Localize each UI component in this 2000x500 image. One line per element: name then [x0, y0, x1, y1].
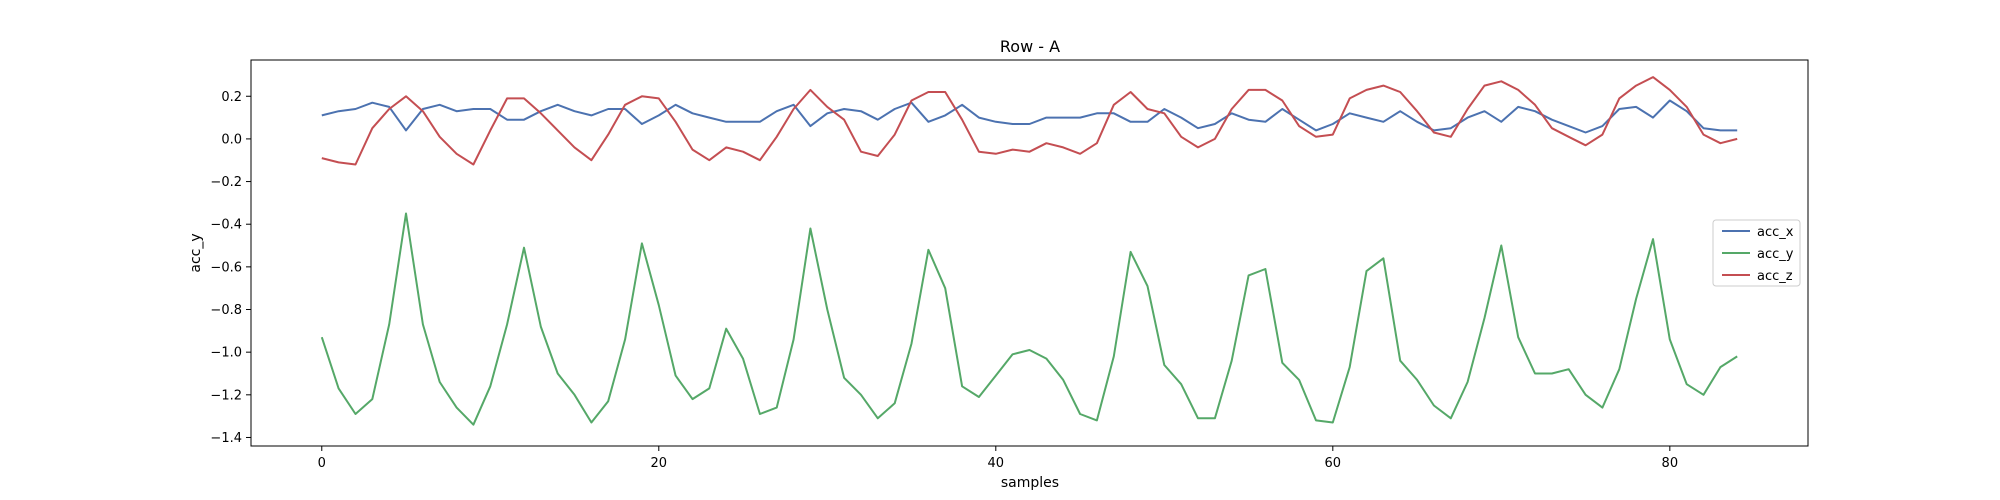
y-tick-label: −0.6: [210, 260, 242, 275]
y-tick-label: 0.0: [221, 132, 242, 147]
legend-label-acc_y: acc_y: [1757, 247, 1794, 262]
y-tick-label: −0.4: [210, 218, 242, 233]
x-axis-label: samples: [1001, 475, 1059, 491]
legend-box: [1712, 219, 1801, 287]
plot-frame: [250, 59, 1809, 447]
y-axis-label: acc_y: [188, 233, 204, 272]
legend-label-acc_z: acc_z: [1757, 269, 1793, 284]
y-tick-label: −1.4: [210, 431, 242, 446]
x-tick-label: 40: [988, 456, 1005, 471]
x-axis: 0 20 40 60 80: [318, 446, 1678, 471]
series-line-acc_x: [321, 99, 1738, 134]
x-tick-label: 20: [651, 456, 668, 471]
series-line-acc_y: [320, 212, 1738, 426]
legend-label-acc_x: acc_x: [1757, 225, 1794, 240]
y-tick-label: −0.2: [210, 175, 242, 190]
legend: acc_x acc_y acc_z: [1712, 219, 1801, 287]
x-tick-label: 60: [1325, 456, 1342, 471]
series-line-acc_z: [321, 76, 1738, 166]
y-axis: 0.2 0.0 −0.2 −0.4 −0.6 −0.8 −1.0 −1.2 −1.4: [210, 90, 251, 446]
y-tick-label: 0.2: [221, 90, 242, 105]
plot-area: [320, 76, 1738, 426]
y-tick-label: −1.2: [210, 388, 242, 403]
y-tick-label: −1.0: [210, 346, 242, 361]
x-tick-label: 0: [318, 456, 326, 471]
y-tick-label: −0.8: [210, 303, 242, 318]
chart-title: Row - A: [1000, 37, 1060, 56]
x-tick-label: 80: [1662, 456, 1679, 471]
